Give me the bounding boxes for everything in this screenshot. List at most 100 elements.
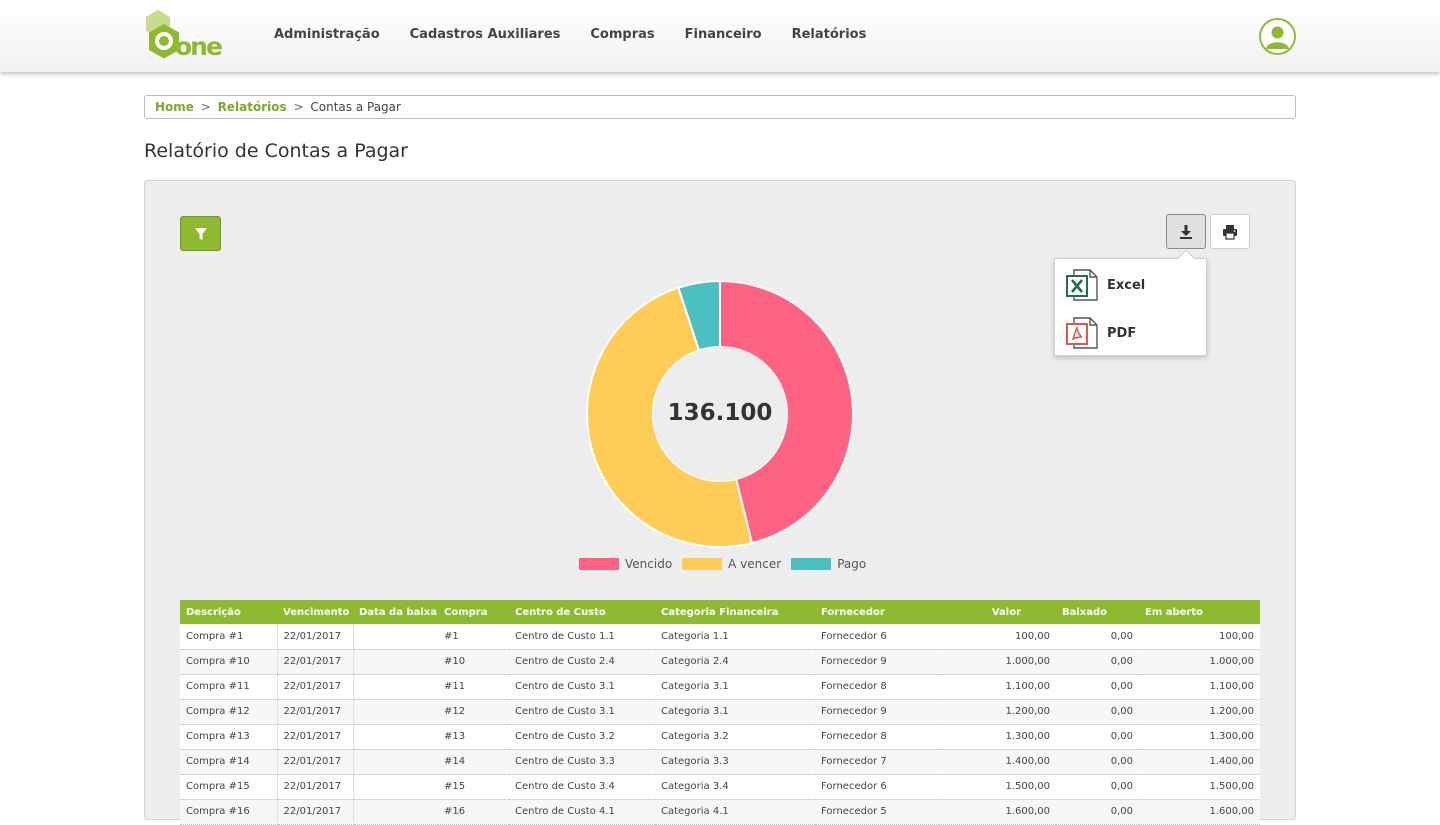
table-cell: 22/01/2017 <box>277 674 354 700</box>
table-cell: Compra #15 <box>180 774 278 800</box>
doughnut-hole <box>653 347 787 481</box>
table-cell: Fornecedor 8 <box>815 724 939 750</box>
table-cell: Compra #10 <box>180 649 278 675</box>
table-cell <box>353 699 438 725</box>
column-header[interactable]: Data da baixa <box>353 600 438 624</box>
filter-button[interactable] <box>180 216 221 251</box>
table-cell: 0,00 <box>1056 624 1139 650</box>
legend-item-pago[interactable]: Pago <box>791 557 866 571</box>
table-cell: 22/01/2017 <box>277 799 354 825</box>
table-cell: 22/01/2017 <box>277 724 354 750</box>
table-cell: 22/01/2017 <box>277 774 354 800</box>
menu-item-relatorios[interactable]: Relatórios <box>791 27 867 42</box>
column-header[interactable]: Descrição <box>180 600 277 624</box>
report-panel: Excel PDF 136.100 Vencido A vencer Pago <box>144 180 1296 825</box>
table-cell: 1.600,00 <box>1139 799 1260 825</box>
page-title: Relatório de Contas a Pagar <box>144 140 408 162</box>
table-cell: Fornecedor 6 <box>815 774 939 800</box>
table-cell <box>353 749 438 775</box>
table-cell: Fornecedor 9 <box>815 699 939 725</box>
table-cell: Compra #1 <box>180 624 278 650</box>
table-cell: Fornecedor 6 <box>815 624 939 650</box>
column-header[interactable]: Centro de Custo <box>509 600 655 624</box>
table-cell: Centro de Custo 3.4 <box>509 774 655 800</box>
legend-label: A vencer <box>728 557 782 571</box>
legend-item-a-vencer[interactable]: A vencer <box>682 557 781 571</box>
table-cell <box>353 674 438 700</box>
column-header[interactable]: Vencimento <box>277 600 353 624</box>
table-row[interactable]: Compra #11 22/01/2017 #11 Centro de Custo 3… <box>180 674 1260 700</box>
breadcrumb-separator: > <box>200 100 211 114</box>
table-cell: Compra #11 <box>180 674 278 700</box>
column-header[interactable]: Valor <box>939 600 1056 624</box>
pdf-file-icon <box>1066 317 1098 349</box>
table-cell: #15 <box>438 774 509 800</box>
table-cell: 0,00 <box>1056 699 1139 725</box>
table-cell: Centro de Custo 1.1 <box>509 624 655 650</box>
table-cell: 22/01/2017 <box>277 624 354 650</box>
contas-doughnut-chart <box>586 279 854 548</box>
table-cell: 1.300,00 <box>1139 724 1260 750</box>
table-cell <box>353 649 438 675</box>
menu-item-financeiro[interactable]: Financeiro <box>684 27 762 42</box>
table-row[interactable]: Compra #10 22/01/2017 #10 Centro de Custo 2… <box>180 649 1260 675</box>
table-row[interactable]: Compra #16 22/01/2017 #16 Centro de Custo 4… <box>180 799 1260 825</box>
breadcrumb: Home > Relatórios > Contas a Pagar <box>144 95 1296 119</box>
table-cell: 22/01/2017 <box>277 749 354 775</box>
table-cell: #14 <box>438 749 509 775</box>
column-header[interactable]: Categoria Financeira <box>655 600 815 624</box>
table-cell: 1.200,00 <box>1139 699 1260 725</box>
table-cell: Centro de Custo 2.4 <box>509 649 655 675</box>
print-icon <box>1223 224 1237 240</box>
breadcrumb-separator: > <box>293 100 304 114</box>
table-cell: Fornecedor 7 <box>815 749 939 775</box>
legend-swatch <box>579 558 619 570</box>
table-row[interactable]: Compra #13 22/01/2017 #13 Centro de Custo 3… <box>180 724 1260 750</box>
table-cell: #1 <box>438 624 509 650</box>
table-row[interactable]: Compra #15 22/01/2017 #15 Centro de Custo 3… <box>180 774 1260 800</box>
filter-icon <box>194 227 207 240</box>
table-cell: Compra #13 <box>180 724 278 750</box>
contas-table: Descrição Vencimento Data da baixa Compr… <box>180 600 1260 825</box>
column-header[interactable]: Compra <box>438 600 509 624</box>
export-pdf-option[interactable]: PDF <box>1065 315 1195 351</box>
menu-item-compras[interactable]: Compras <box>590 27 655 42</box>
table-cell: Categoria 3.3 <box>655 749 815 775</box>
column-header[interactable]: Fornecedor <box>815 600 939 624</box>
table-cell: 1.400,00 <box>939 749 1056 775</box>
column-header[interactable]: Baixado <box>1056 600 1139 624</box>
table-cell: 0,00 <box>1056 774 1139 800</box>
table-cell: #11 <box>438 674 509 700</box>
one-logo[interactable]: one <box>144 8 224 64</box>
menu-item-cadastros-auxiliares[interactable]: Cadastros Auxiliares <box>409 27 561 42</box>
table-cell: Fornecedor 9 <box>815 649 939 675</box>
download-button[interactable] <box>1166 214 1206 249</box>
menu-item-administracao[interactable]: Administração <box>274 27 380 42</box>
table-cell: 0,00 <box>1056 649 1139 675</box>
user-avatar[interactable] <box>1259 18 1296 55</box>
export-excel-option[interactable]: Excel <box>1065 267 1195 303</box>
table-cell: 0,00 <box>1056 749 1139 775</box>
excel-file-icon <box>1066 269 1098 301</box>
table-row[interactable]: Compra #14 22/01/2017 #14 Centro de Custo 3… <box>180 749 1260 775</box>
table-cell: Categoria 3.4 <box>655 774 815 800</box>
table-cell <box>353 799 438 825</box>
breadcrumb-current: Contas a Pagar <box>310 100 401 114</box>
legend-item-vencido[interactable]: Vencido <box>579 557 672 571</box>
table-cell: Categoria 3.1 <box>655 674 815 700</box>
table-cell: Centro de Custo 3.1 <box>509 674 655 700</box>
table-row[interactable]: Compra #12 22/01/2017 #12 Centro de Custo 3… <box>180 699 1260 725</box>
table-cell: Fornecedor 5 <box>815 799 939 825</box>
print-button[interactable] <box>1210 214 1250 249</box>
table-row[interactable]: Compra #1 22/01/2017 #1 Centro de Custo 1.1… <box>180 624 1260 650</box>
table-cell: 1.000,00 <box>939 649 1056 675</box>
export-excel-label: Excel <box>1107 277 1146 293</box>
export-dropdown: Excel PDF <box>1054 249 1207 356</box>
column-header[interactable]: Em aberto <box>1139 600 1260 624</box>
table-cell: #10 <box>438 649 509 675</box>
breadcrumb-relatorios[interactable]: Relatórios <box>217 100 287 114</box>
breadcrumb-home[interactable]: Home <box>155 100 194 114</box>
table-cell <box>353 624 438 650</box>
main-menu: Administração Cadastros Auxiliares Compr… <box>259 27 881 42</box>
user-icon <box>1266 26 1289 49</box>
